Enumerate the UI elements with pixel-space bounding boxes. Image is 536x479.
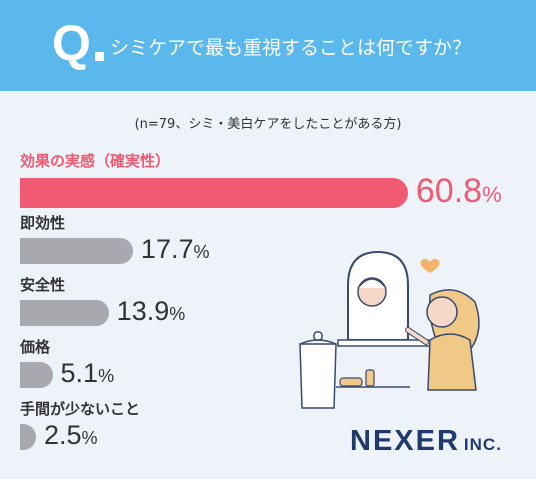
category-label: 価格 [20,338,51,356]
bar [20,178,408,208]
sample-note: (n=79、シミ・美白ケアをしたことがある方) [134,117,402,132]
category-label: 安全性 [20,276,66,294]
value-label: 5.1% [61,360,115,387]
value-label: 2.5% [44,422,98,449]
value-unit: % [98,366,115,387]
skincare-illustration [299,250,480,409]
value-number: 60.8 [415,172,483,211]
bar [20,424,36,450]
value-label: 13.9% [117,298,186,325]
question-text: シミケアで最も重視することは何ですか？ [110,37,472,59]
category-label: 手間が少ないこと [20,400,141,418]
value-unit: % [482,182,502,208]
bar [20,238,133,264]
bar [20,300,109,326]
nexer-logo: NEXER INC. [350,427,502,456]
category-label: 効果の実感（確実性） [20,152,171,170]
bar [20,362,53,388]
value-number: 5.1 [60,358,99,389]
value-number: 13.9 [116,296,170,327]
question-header: Q シミケアで最も重視することは何ですか？ [0,0,536,91]
value-number: 17.7 [140,234,194,265]
value-label: 17.7% [141,236,210,263]
value-unit: % [81,428,98,449]
value-label: 60.8% [416,174,502,208]
value-number: 2.5 [43,420,82,451]
value-unit: % [169,304,186,325]
brand-suffix: INC. [463,435,502,454]
brand-name: NEXER [350,425,460,457]
category-label: 即効性 [20,214,66,232]
q-dot [95,52,104,61]
q-mark: Q [52,15,91,71]
value-unit: % [193,242,210,263]
